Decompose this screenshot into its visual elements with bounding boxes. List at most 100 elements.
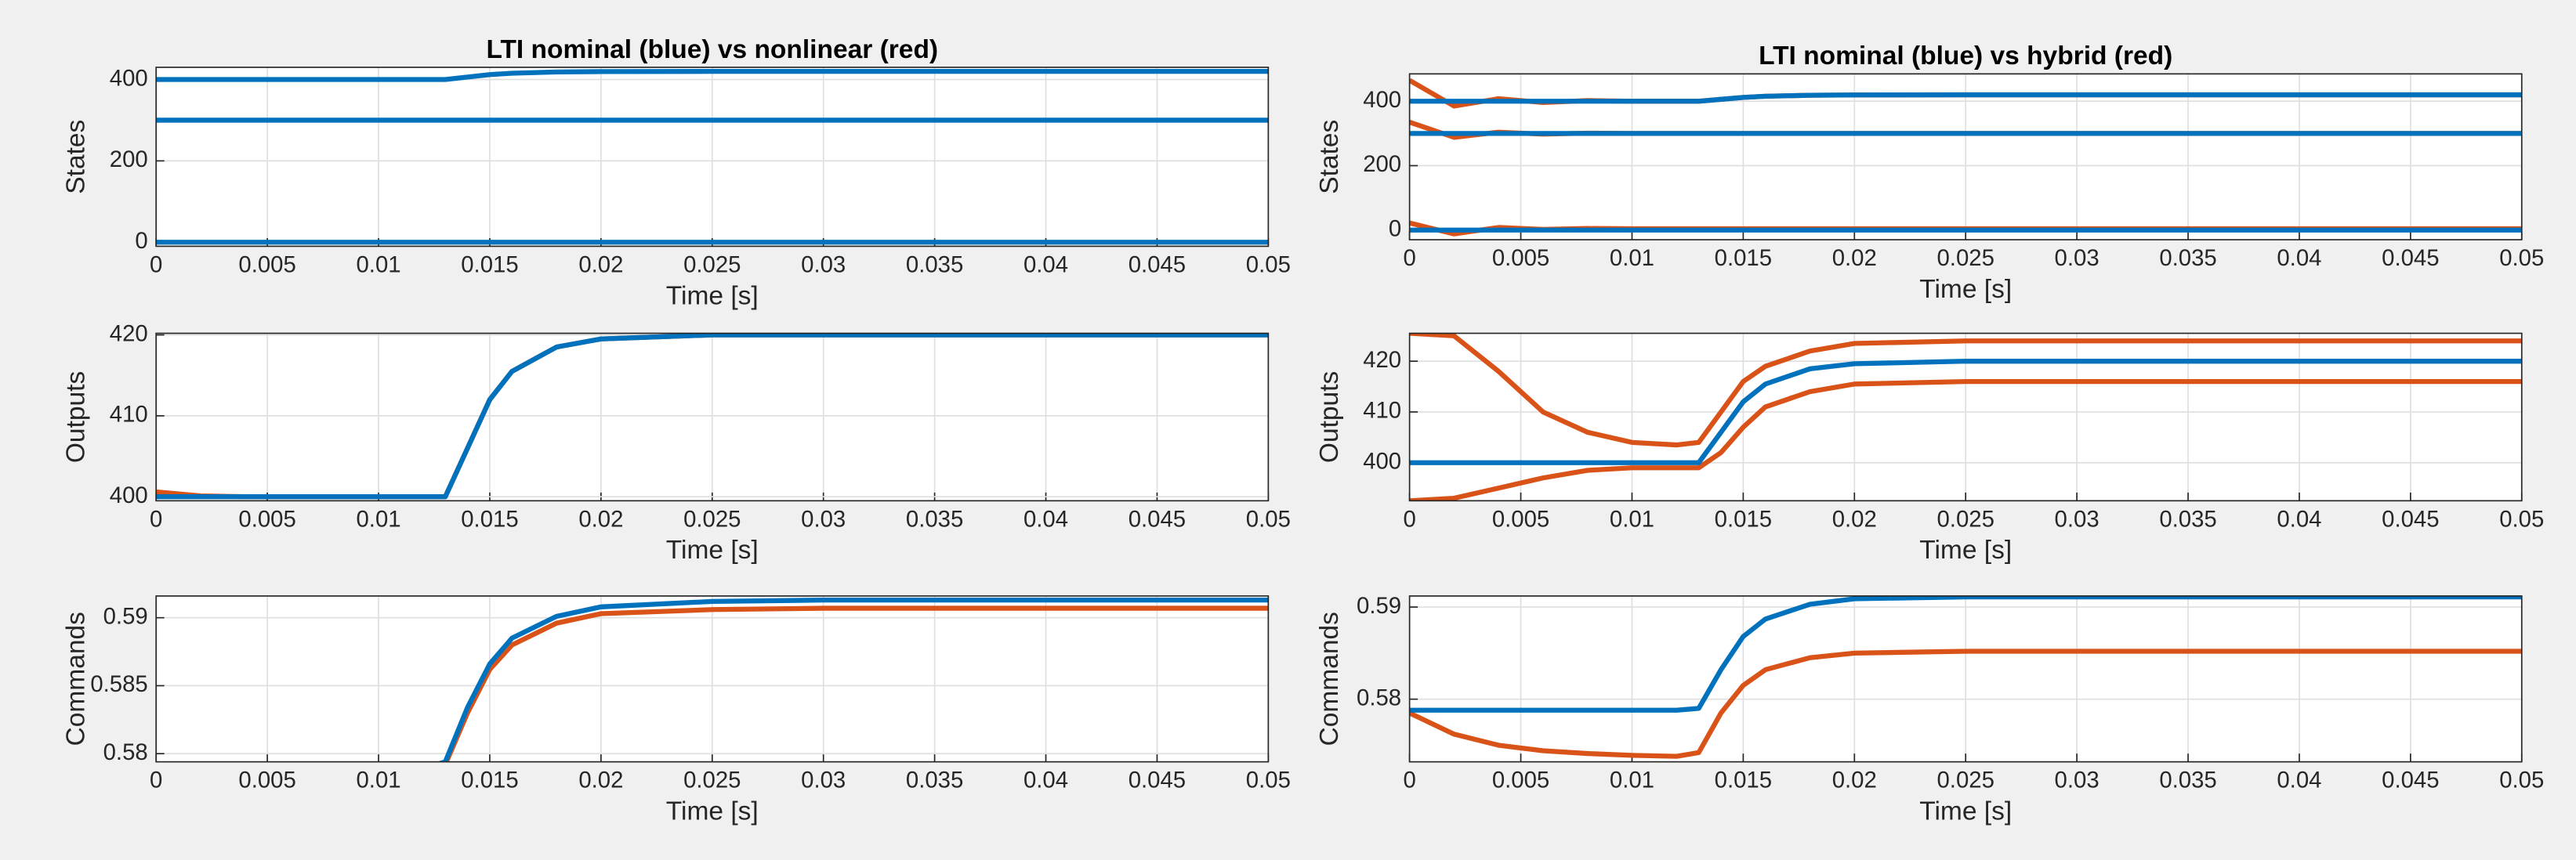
y-tick-label: 420	[1363, 347, 1401, 373]
x-tick-label: 0.01	[356, 506, 400, 532]
y-axis-label: States	[1315, 120, 1344, 194]
x-tick-label: 0.015	[1715, 506, 1772, 532]
x-tick-label: 0.045	[2382, 506, 2439, 532]
y-tick-label: 0	[1389, 215, 1401, 241]
x-tick-label: 0.04	[2277, 768, 2321, 793]
x-tick-label: 0.03	[801, 251, 846, 277]
series-line	[1409, 92, 2522, 104]
x-tick-label: 0.015	[1715, 245, 1772, 271]
y-tick-label: 200	[110, 146, 148, 172]
y-tick-label: 410	[110, 402, 148, 428]
x-tick-label: 0.02	[578, 251, 623, 277]
lines	[156, 68, 1269, 245]
axes: 0 0.005 0.01 0.015 0.02 0.025 0.03 0.035 0.04 0.0…	[61, 35, 1290, 310]
series-line	[156, 68, 1269, 82]
series-line	[1409, 359, 2522, 465]
x-axis-label: Time [s]	[666, 797, 759, 826]
y-tick-label: 400	[1363, 449, 1401, 475]
y-axis-label: Outputs	[61, 371, 90, 463]
series-line	[1409, 595, 2522, 713]
axes: 0 0.005 0.01 0.015 0.02 0.025 0.03 0.035 0.04 0.0…	[61, 595, 1291, 826]
axes: 0 0.005 0.01 0.015 0.02 0.025 0.03 0.035 0.04 0.0…	[1315, 42, 2544, 304]
x-tick-label: 0.035	[2159, 506, 2216, 532]
chart-title: LTI nominal (blue) vs hybrid (red)	[1759, 42, 2172, 70]
axes-box	[155, 67, 1270, 248]
x-tick-label: 0.045	[1129, 506, 1186, 532]
x-tick-label: 0.005	[238, 506, 295, 532]
y-tick-label: 410	[1363, 398, 1401, 424]
x-tick-label: 0.03	[801, 506, 846, 532]
x-tick-label: 0.04	[2277, 245, 2321, 271]
x-tick-label: 0.02	[1832, 506, 1877, 532]
x-axis-label: Time [s]	[1919, 797, 2012, 826]
x-tick-label: 0.005	[238, 251, 295, 277]
y-tick-label: 400	[110, 65, 148, 91]
x-tick-label: 0.01	[1610, 768, 1654, 793]
y-tick-label: 400	[110, 482, 148, 508]
x-tick-label: 0.04	[2277, 506, 2321, 532]
y-tick-label: 0.59	[103, 603, 148, 629]
x-tick-label: 0.01	[1610, 245, 1654, 271]
y-axis-label: Commands	[61, 612, 90, 746]
x-axis-label: Time [s]	[666, 281, 759, 310]
y-tick-label: 400	[1363, 87, 1401, 113]
axes: 0 0.005 0.01 0.015 0.02 0.025 0.03 0.035 0.04 0.0…	[1315, 593, 2544, 826]
x-tick-label: 0.045	[1129, 768, 1186, 793]
x-tick-label: 0.015	[461, 768, 518, 793]
x-tick-label: 0.045	[2382, 245, 2439, 271]
x-tick-label: 0.025	[683, 768, 741, 793]
x-tick-label: 0.03	[2055, 245, 2100, 271]
x-tick-label: 0.025	[683, 506, 741, 532]
x-tick-label: 0	[1403, 245, 1415, 271]
x-tick-label: 0.035	[2159, 245, 2216, 271]
y-axis-label: Commands	[1315, 612, 1344, 746]
x-tick-label: 0.03	[801, 768, 846, 793]
lines	[1409, 78, 2522, 237]
x-tick-label: 0.04	[1024, 768, 1068, 793]
axes-box	[1408, 595, 2523, 763]
x-tick-label: 0.05	[1246, 506, 1291, 532]
x-tick-label: 0.005	[1492, 245, 1549, 271]
x-tick-label: 0.02	[578, 768, 623, 793]
x-tick-label: 0.005	[1492, 506, 1549, 532]
x-tick-label: 0.035	[2159, 768, 2216, 793]
series-line	[1409, 333, 2522, 448]
series-line	[156, 333, 1269, 500]
y-tick-label: 0	[135, 228, 147, 254]
y-tick-label: 0.58	[1357, 685, 1401, 710]
x-tick-label: 0.015	[461, 251, 518, 277]
series-line	[1409, 649, 2522, 759]
x-tick-label: 0.005	[1492, 768, 1549, 793]
x-tick-label: 0	[150, 768, 162, 793]
x-axis-label: Time [s]	[666, 536, 759, 565]
x-tick-label: 0.02	[1832, 768, 1877, 793]
y-tick-label: 420	[110, 320, 148, 346]
x-tick-label: 0.045	[1129, 251, 1186, 277]
series-line	[437, 597, 1269, 762]
x-tick-label: 0	[150, 251, 162, 277]
x-tick-label: 0.035	[906, 251, 963, 277]
x-tick-label: 0.05	[2499, 506, 2544, 532]
x-tick-label: 0.005	[238, 768, 295, 793]
x-tick-label: 0.025	[1937, 245, 1994, 271]
x-tick-label: 0.02	[1832, 245, 1877, 271]
x-tick-label: 0.015	[1715, 768, 1772, 793]
x-tick-label: 0.01	[356, 251, 400, 277]
x-tick-label: 0.04	[1024, 251, 1068, 277]
lines	[156, 333, 1269, 500]
axes: 0 0.005 0.01 0.015 0.02 0.025 0.03 0.035 0.04 0.0…	[61, 320, 1290, 565]
lines	[1409, 595, 2522, 759]
axes: 0 0.005 0.01 0.015 0.02 0.025 0.03 0.035 0.04 0.0…	[1315, 332, 2544, 565]
y-axis-label: Outputs	[1315, 371, 1344, 463]
x-tick-label: 0.015	[461, 506, 518, 532]
y-tick-label: 0.59	[1357, 593, 1401, 619]
x-axis-label: Time [s]	[1919, 275, 2012, 304]
x-tick-label: 0.01	[1610, 506, 1654, 532]
x-tick-label: 0.035	[906, 506, 963, 532]
x-tick-label: 0.05	[2499, 245, 2544, 271]
x-tick-label: 0.045	[2382, 768, 2439, 793]
x-tick-label: 0.05	[1246, 251, 1291, 277]
axes-box	[1408, 73, 2523, 240]
x-tick-label: 0.025	[683, 251, 741, 277]
